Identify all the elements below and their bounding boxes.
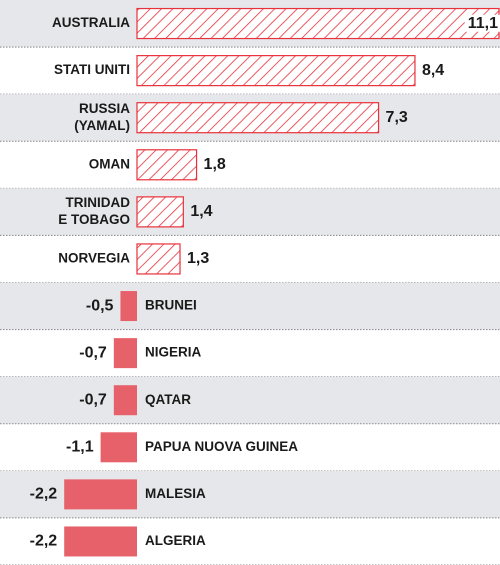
category-label: MALESIA: [145, 486, 206, 501]
bar: [113, 385, 137, 416]
value-label: -0,7: [79, 344, 107, 361]
category-label: NORVEGIA: [58, 251, 130, 266]
bar: [136, 243, 181, 275]
bar: [120, 291, 137, 322]
value-label: 1,3: [187, 250, 209, 267]
bar: [64, 479, 137, 510]
bar: [100, 432, 137, 463]
bar: [113, 338, 137, 369]
row-background: [0, 282, 500, 330]
value-label: -1,1: [66, 439, 94, 456]
category-label: E TOBAGO: [58, 212, 130, 227]
value-label: 7,3: [386, 109, 408, 126]
category-label: QATAR: [145, 392, 191, 407]
category-label: OMAN: [89, 156, 130, 171]
bar: [136, 7, 500, 40]
row-background: [0, 376, 500, 424]
value-label-bg: [464, 14, 500, 32]
bar: [136, 55, 416, 87]
bar: [136, 149, 198, 181]
category-label: NIGERIA: [145, 345, 202, 360]
bar: [64, 526, 137, 557]
category-label: TRINIDAD: [65, 195, 130, 210]
bar: [136, 102, 380, 134]
category-label: STATI UNITI: [54, 62, 130, 77]
bar: [136, 196, 184, 228]
category-label: (YAMAL): [74, 118, 130, 133]
value-label: 1,4: [190, 203, 212, 220]
value-label: -2,2: [30, 486, 58, 503]
category-label: AUSTRALIA: [52, 15, 130, 30]
value-label: 11,1: [468, 15, 498, 32]
value-label: 1,8: [204, 156, 226, 173]
value-label: -2,2: [30, 533, 58, 550]
row-background: [0, 188, 500, 236]
category-label: ALGERIA: [145, 533, 206, 548]
category-label: BRUNEI: [145, 298, 197, 313]
value-label: 8,4: [422, 62, 444, 79]
category-label: RUSSIA: [79, 101, 130, 116]
value-label: -0,5: [86, 297, 114, 314]
category-label: PAPUA NUOVA GUINEA: [145, 439, 298, 454]
value-label: -0,7: [79, 391, 107, 408]
